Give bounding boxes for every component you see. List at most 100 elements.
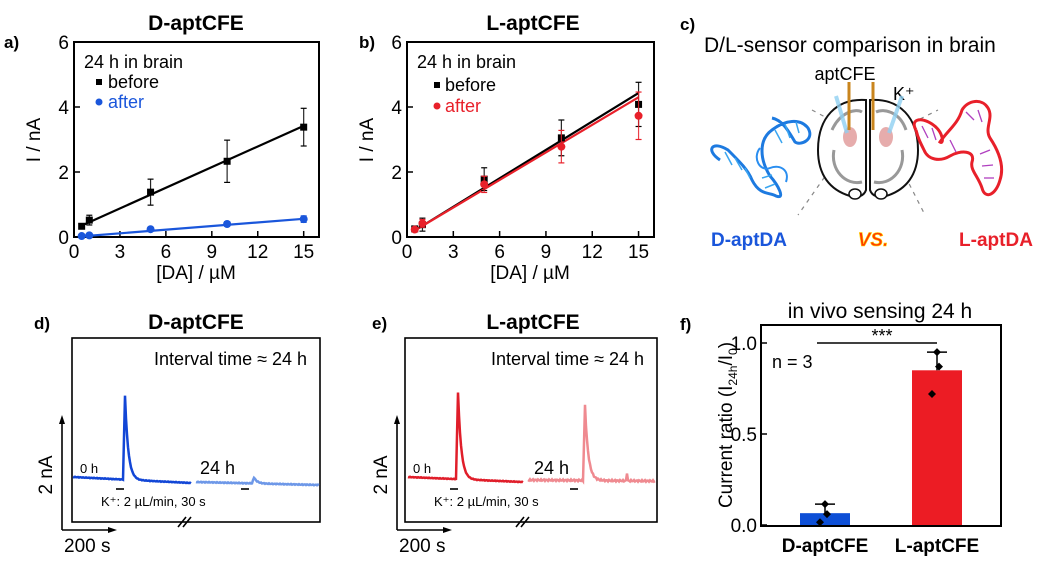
l-aptamer-structure bbox=[912, 100, 1004, 197]
x-tick-label: 0 bbox=[69, 242, 80, 263]
label-24h: 24 h bbox=[534, 458, 569, 478]
panel-e: e) L-aptCFE Interval time ≈ 24 h 0 h 24 … bbox=[371, 311, 658, 557]
panel-a-label: a) bbox=[4, 33, 19, 52]
y-tick-label: 0.5 bbox=[731, 425, 757, 446]
panel-b-frame bbox=[406, 41, 655, 238]
data-point-after bbox=[146, 225, 155, 234]
arrow-up-icon bbox=[394, 415, 400, 424]
panel-d-frame bbox=[71, 337, 321, 523]
fit-line-after bbox=[81, 217, 304, 238]
d-aptamer-structure bbox=[710, 116, 812, 199]
x-tick-label: 12 bbox=[582, 242, 603, 263]
significance-label: *** bbox=[871, 326, 892, 346]
panel-e-annotation: Interval time ≈ 24 h bbox=[491, 349, 644, 369]
panel-a-xlabel: [DA] / µM bbox=[156, 263, 236, 284]
x-tick-label: 9 bbox=[207, 242, 218, 263]
panel-a-legend-after: after bbox=[108, 92, 144, 112]
replicate-point bbox=[821, 500, 829, 509]
replicate-point bbox=[928, 389, 936, 398]
data-point-after bbox=[299, 215, 308, 224]
legend-after-marker bbox=[95, 98, 103, 106]
bar-L-aptCFE bbox=[912, 370, 962, 525]
panel-c-label: c) bbox=[680, 15, 695, 34]
legend-before-marker bbox=[96, 79, 102, 85]
panel-f-ylabel: Current ratio (I24h/I0) bbox=[716, 342, 740, 508]
panel-e-frame bbox=[404, 337, 658, 523]
data-point-before bbox=[147, 188, 155, 196]
x-tick-label: 0 bbox=[402, 242, 413, 263]
trace-0h bbox=[72, 395, 192, 485]
panel-d-annotation: Interval time ≈ 24 h bbox=[154, 349, 307, 369]
data-point-after bbox=[77, 232, 86, 241]
panel-c-title: D/L-sensor comparison in brain bbox=[704, 34, 996, 57]
fit-line-after bbox=[414, 96, 640, 232]
x-tick-label: 15 bbox=[628, 242, 649, 263]
y-tick-label: 6 bbox=[391, 33, 402, 54]
data-point-after bbox=[557, 142, 566, 151]
x-category-label: D-aptCFE bbox=[782, 536, 869, 557]
panel-b-legend-title: 24 h in brain bbox=[417, 52, 516, 72]
scale-x-label: 200 s bbox=[399, 536, 445, 557]
sample-size-label: n = 3 bbox=[772, 352, 813, 372]
y-tick-label: 6 bbox=[58, 33, 69, 54]
panel-f: f) in vivo sensing 24 h 0.0 0.5 1.0 D-aptCF… bbox=[680, 300, 1002, 557]
legend-after-marker bbox=[433, 102, 441, 110]
panel-b: b) L-aptCFE 0 2 4 6 0 3 6 9 12 15 I / nA [DA] / µ… bbox=[357, 12, 655, 284]
scale-x-label: 200 s bbox=[64, 536, 110, 557]
arrow-right-icon bbox=[108, 527, 117, 533]
panel-a-legend-before: before bbox=[108, 72, 159, 92]
data-point-before bbox=[78, 222, 86, 230]
panel-f-frame bbox=[760, 324, 1002, 527]
panel-c: c) D/L-sensor comparison in brain aptCFE… bbox=[680, 15, 1033, 251]
y-tick-label: 0 bbox=[391, 228, 402, 249]
vs-label: VS. bbox=[858, 230, 889, 251]
x-tick-label: 3 bbox=[448, 242, 459, 263]
data-point-after bbox=[85, 231, 94, 240]
panel-a-ylabel: I / nA bbox=[24, 117, 45, 162]
panel-b-title: L-aptCFE bbox=[486, 12, 579, 35]
replicate-point bbox=[935, 362, 943, 371]
y-tick-label: 4 bbox=[391, 98, 402, 119]
scale-y-label: 2 nA bbox=[36, 455, 57, 494]
panel-b-legend-after: after bbox=[445, 96, 481, 116]
fit-line-before bbox=[81, 124, 305, 227]
panel-d-title: D-aptCFE bbox=[148, 311, 244, 334]
y-tick-label: 0 bbox=[58, 228, 69, 249]
data-point-before bbox=[223, 157, 231, 165]
y-tick-label: 2 bbox=[58, 163, 69, 184]
panel-d-label: d) bbox=[34, 314, 50, 333]
bar-D-aptCFE bbox=[800, 513, 850, 525]
ion-label: K⁺ bbox=[893, 84, 915, 104]
panel-f-label: f) bbox=[680, 315, 691, 334]
brain-illustration bbox=[816, 82, 920, 200]
axis-break-icon bbox=[177, 516, 192, 528]
label-24h: 24 h bbox=[200, 458, 235, 478]
data-point-after bbox=[634, 111, 643, 120]
panel-a-title: D-aptCFE bbox=[148, 12, 244, 35]
stimulus-label: K⁺: 2 µL/min, 30 s bbox=[101, 494, 206, 509]
label-0h: 0 h bbox=[80, 461, 98, 476]
y-tick-label: 4 bbox=[58, 98, 69, 119]
panel-b-ylabel: I / nA bbox=[357, 117, 378, 162]
panel-b-legend-before: before bbox=[445, 75, 496, 95]
panel-b-xlabel: [DA] / µM bbox=[490, 263, 570, 284]
panel-a-legend-title: 24 h in brain bbox=[84, 52, 183, 72]
y-tick-label: 0.0 bbox=[731, 516, 757, 537]
data-point-after bbox=[418, 219, 427, 228]
x-tick-label: 6 bbox=[161, 242, 172, 263]
data-point-after bbox=[480, 180, 489, 189]
y-tick-label: 2 bbox=[391, 163, 402, 184]
data-point-after bbox=[410, 225, 419, 234]
panel-a-frame bbox=[73, 41, 320, 238]
panel-a: a) D-aptCFE 0 2 4 6 0 3 6 9 12 15 I / nA [DA] / µ… bbox=[4, 12, 320, 284]
trace-24h bbox=[195, 475, 320, 487]
replicate-point bbox=[933, 348, 941, 357]
axis-break-icon bbox=[515, 516, 530, 528]
legend-before-marker bbox=[434, 82, 440, 88]
panel-b-label: b) bbox=[359, 33, 375, 52]
x-tick-label: 3 bbox=[115, 242, 126, 263]
data-point-before bbox=[300, 123, 308, 131]
scale-y-label: 2 nA bbox=[371, 455, 392, 494]
arrow-right-icon bbox=[443, 527, 452, 533]
